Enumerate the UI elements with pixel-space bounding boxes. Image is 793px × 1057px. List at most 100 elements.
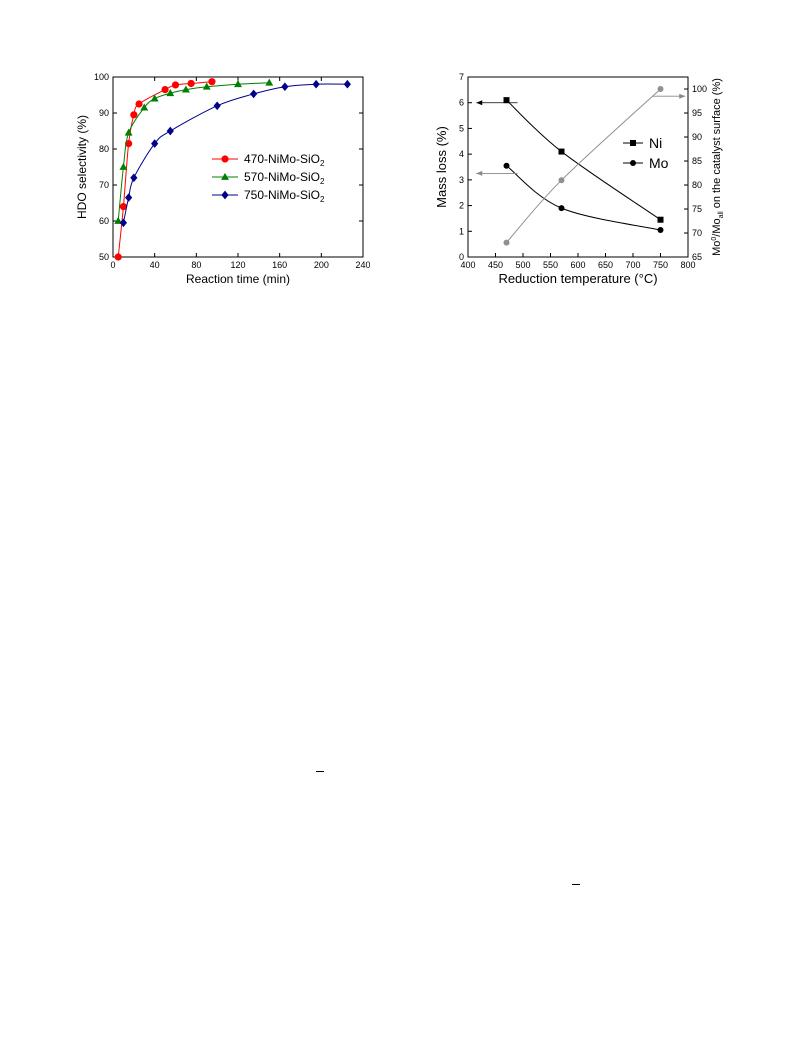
y2-axis-ticks: 65 70 75 80 85 90 95 100	[684, 84, 707, 262]
data-point	[130, 111, 138, 119]
data-point	[135, 100, 143, 108]
y-tick-label: 1	[459, 226, 464, 236]
legend-marker	[630, 160, 636, 166]
data-point	[150, 94, 159, 102]
legend-label: 750-NiMo-SiO2	[244, 188, 325, 204]
y-tick-label: 2	[459, 201, 464, 211]
text-mark-dash	[316, 771, 324, 772]
y2-label-part-3: on the catalyst surface (%)	[711, 78, 723, 211]
legend-marker	[630, 140, 636, 146]
x-axis-label-unit: °C)	[639, 271, 658, 286]
series-line	[506, 165, 661, 231]
legend-label: Ni	[649, 135, 662, 151]
legend-marker	[221, 155, 229, 163]
series-line	[506, 88, 661, 243]
x-tick-label: 800	[680, 260, 695, 270]
data-point	[166, 126, 174, 136]
data-point	[171, 81, 180, 89]
axis-indicator-arrows	[476, 93, 686, 176]
data-point	[202, 82, 211, 90]
x-tick-label: 600	[570, 260, 585, 270]
data-point	[140, 103, 149, 111]
series-layer	[503, 86, 664, 246]
x-tick-label: 500	[515, 260, 530, 270]
x-axis-label-text: Reduction temperature (	[498, 271, 639, 286]
x-tick-label: 200	[314, 260, 329, 270]
x-tick-label: 700	[625, 260, 640, 270]
y2-label-sup: 0	[711, 237, 718, 241]
data-point	[250, 89, 258, 99]
data-point	[343, 79, 351, 89]
y2-tick-label: 75	[692, 204, 702, 214]
data-point	[281, 82, 289, 92]
data-point	[312, 79, 320, 89]
x-tick-label: 40	[150, 260, 160, 270]
series-line	[117, 81, 213, 258]
y-tick-label: 7	[459, 72, 464, 82]
y-tick-label: 4	[459, 149, 464, 159]
series-layer	[114, 78, 351, 261]
y-tick-label: 50	[99, 252, 109, 262]
y2-tick-label: 85	[692, 156, 702, 166]
x-tick-label: 400	[460, 260, 475, 270]
data-point	[124, 128, 133, 136]
x-tick-label: 650	[598, 260, 613, 270]
data-point	[503, 239, 510, 246]
legend-marker	[221, 172, 229, 180]
legend: Ni Mo	[623, 135, 669, 171]
x-tick-label: 550	[543, 260, 558, 270]
y2-label-sub: all	[718, 211, 725, 218]
x-axis-ticks: 0 40 80 120 160 200 240	[110, 77, 370, 270]
y2-tick-label: 80	[692, 180, 702, 190]
legend-marker	[221, 190, 229, 200]
data-point	[187, 79, 195, 88]
x-tick-label: 240	[355, 260, 370, 270]
x-tick-label: 0	[110, 260, 115, 270]
data-point	[657, 227, 664, 233]
x-tick-label: 160	[272, 260, 287, 270]
y-tick-label: 70	[99, 180, 109, 190]
data-point	[119, 218, 128, 228]
y-tick-label: 6	[459, 98, 464, 108]
series-line	[117, 82, 270, 222]
hdo-selectivity-chart: 0 40 80 120 160 200 240 50 60 70 80 90 100 470-NiMo…	[75, 72, 370, 286]
y-axis-ticks: 50 60 70 80 90 100	[94, 72, 363, 262]
data-point	[125, 193, 133, 202]
data-point	[114, 216, 123, 224]
data-point	[166, 89, 175, 97]
plot-border	[112, 76, 364, 258]
text-mark-dash	[572, 884, 580, 885]
x-tick-label: 750	[653, 260, 668, 270]
y2-axis-label: Mo0/Moall on the catalyst surface (%)	[711, 78, 725, 256]
data-point	[503, 97, 510, 104]
data-point	[657, 86, 664, 92]
legend-label: 570-NiMo-SiO2	[244, 170, 325, 186]
data-point	[161, 86, 169, 94]
data-point	[558, 148, 565, 155]
y-tick-label: 60	[99, 216, 109, 226]
series-line	[122, 83, 348, 223]
data-point	[657, 216, 664, 223]
arrow-head	[679, 93, 686, 99]
x-axis-label: Reduction temperature (°C)	[498, 271, 657, 286]
arrow-head	[476, 100, 483, 106]
data-point	[181, 85, 190, 93]
y2-tick-label: 65	[692, 252, 702, 262]
y2-tick-label: 90	[692, 132, 702, 142]
series-line	[506, 99, 661, 221]
y-tick-label: 100	[94, 72, 109, 82]
y-tick-label: 80	[99, 144, 109, 154]
data-point	[234, 80, 242, 88]
y2-label-part-2: /Mo	[711, 218, 723, 236]
y2-tick-label: 70	[692, 228, 702, 238]
y-tick-label: 5	[459, 123, 464, 133]
arrow-head	[476, 170, 483, 176]
data-point	[151, 139, 159, 148]
data-point	[503, 162, 510, 169]
legend-label: 470-NiMo-SiO2	[244, 152, 325, 168]
data-point	[558, 205, 565, 212]
data-point	[119, 203, 128, 211]
y2-tick-label: 95	[692, 108, 702, 118]
x-axis-ticks: 400 450 500 550 600 650 700 750 800	[460, 253, 696, 270]
